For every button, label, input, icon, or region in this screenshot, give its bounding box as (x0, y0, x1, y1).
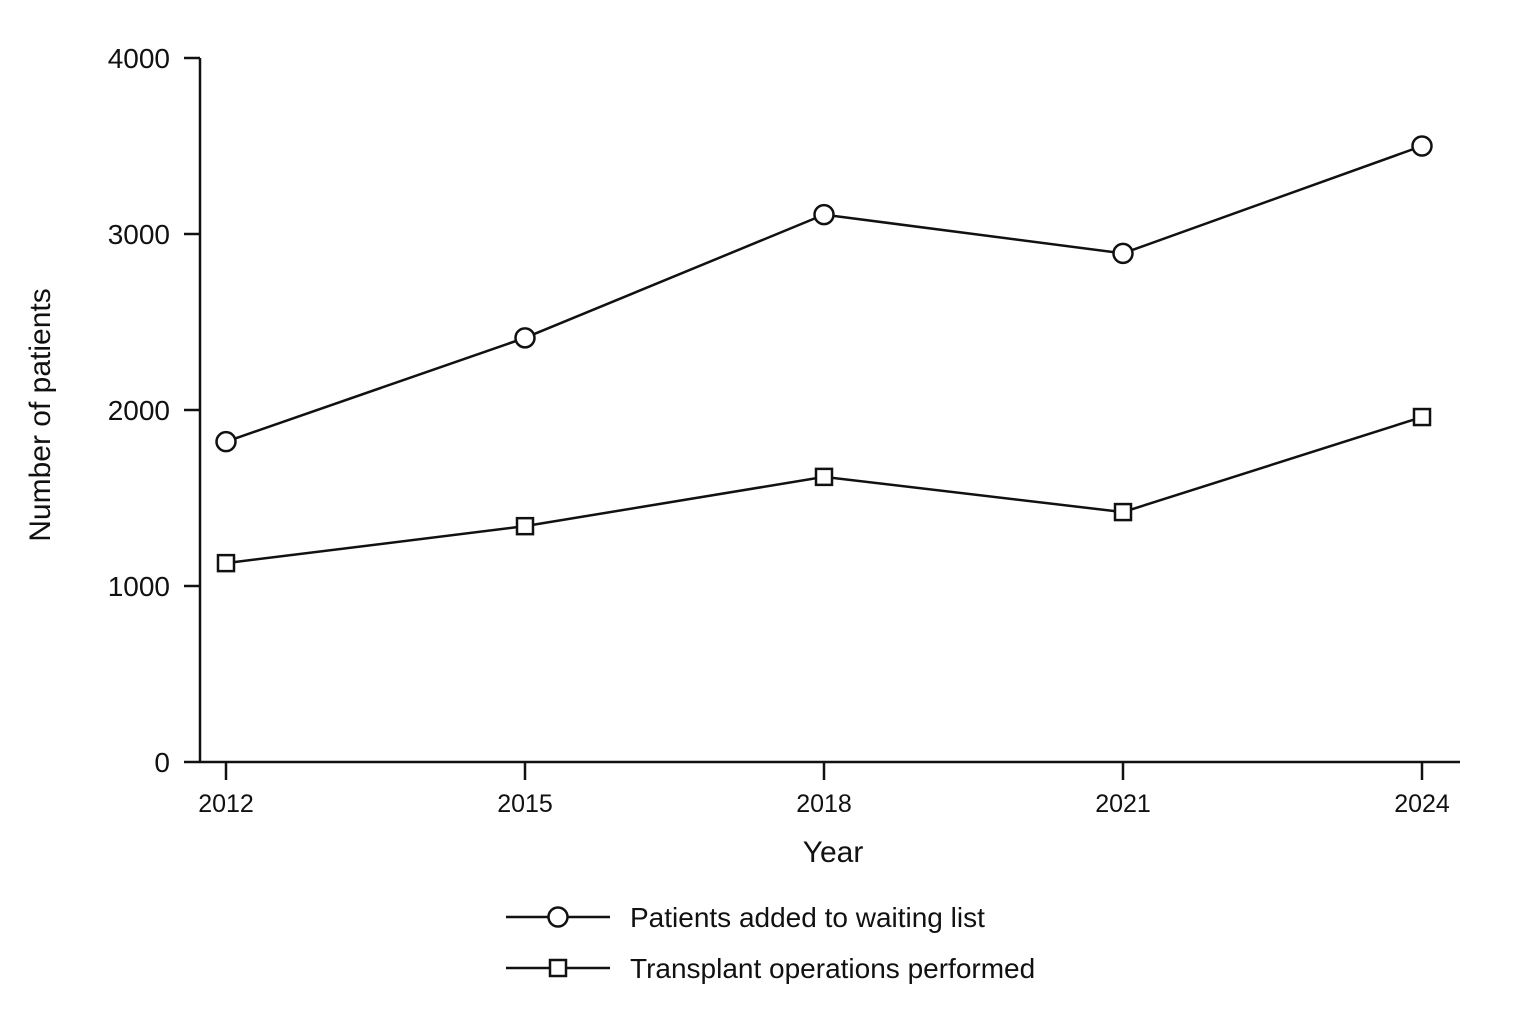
series-line (225, 144, 1423, 443)
circle-data-point (813, 203, 835, 226)
square-data-point (1412, 407, 1432, 427)
legend-label: Patients added to waiting list (630, 902, 985, 933)
y-tick-label: 1000 (108, 571, 170, 602)
series-line (225, 415, 1423, 565)
legend-item: Transplant operations performed (506, 953, 1035, 984)
square-data-point (515, 516, 535, 536)
x-tick-label: 2024 (1394, 790, 1450, 818)
x-tick-label: 2018 (796, 790, 852, 818)
y-tick-label: 4000 (108, 43, 170, 74)
axes (198, 58, 1460, 764)
y-tick-label: 0 (154, 747, 170, 778)
circle-data-point (1411, 135, 1433, 157)
square-data-point (1113, 502, 1133, 522)
x-axis-title: Year (803, 836, 864, 869)
circle-data-point (514, 327, 536, 349)
series-layer (215, 135, 1433, 573)
circle-data-point (215, 430, 237, 453)
y-axis-title: Number of patients (24, 288, 57, 541)
square-data-point (814, 467, 834, 487)
legend: Patients added to waiting list Transplant… (506, 902, 1035, 984)
x-tick-label: 2021 (1095, 790, 1151, 818)
y-tick-label: 2000 (108, 395, 170, 426)
x-tick-label: 2012 (198, 790, 254, 818)
square-data-point (216, 553, 236, 573)
legend-circle-marker (547, 906, 569, 928)
legend-square-marker (548, 958, 568, 978)
x-tick-label: 2015 (497, 790, 553, 818)
x-axis-ticks: 2012 2015 2018 2021 2024 (198, 762, 1450, 818)
series-2 (216, 407, 1432, 573)
legend-label: Transplant operations performed (630, 953, 1035, 984)
legend-item: Patients added to waiting list (506, 902, 985, 933)
series-1 (215, 135, 1433, 453)
y-axis-ticks: 0 1000 2000 3000 4000 (108, 43, 200, 778)
circle-data-point (1112, 242, 1134, 265)
y-tick-label: 3000 (108, 219, 170, 250)
